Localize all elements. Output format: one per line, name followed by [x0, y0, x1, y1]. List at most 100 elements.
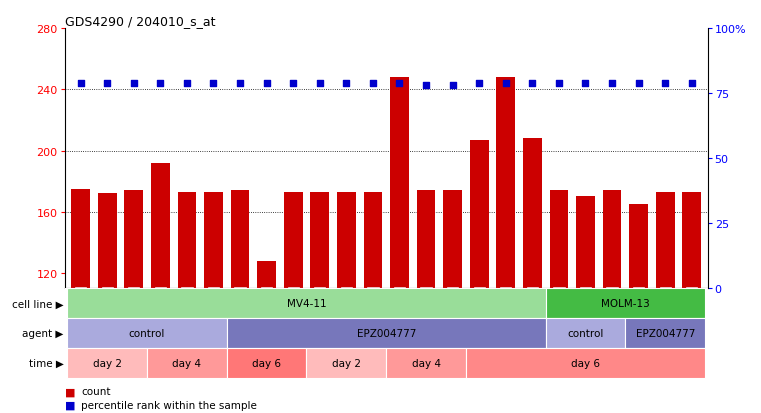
Text: MV4-11: MV4-11 [287, 299, 326, 309]
Text: GSM739150: GSM739150 [368, 289, 377, 335]
Text: GSM739154: GSM739154 [395, 289, 404, 335]
Bar [310, 192, 329, 413]
Point [500, 80, 512, 87]
Bar [125, 191, 143, 413]
Point [632, 80, 645, 87]
Point [552, 80, 565, 87]
Text: control: control [129, 328, 165, 338]
Bar [151, 164, 170, 413]
Bar [629, 205, 648, 413]
Point [393, 80, 406, 87]
Point [527, 80, 539, 87]
Text: GSM739152: GSM739152 [103, 289, 112, 335]
Text: GSM739160: GSM739160 [475, 289, 484, 335]
Text: GSM739155: GSM739155 [422, 289, 431, 335]
Text: GSM739159: GSM739159 [209, 289, 218, 335]
Text: time ▶: time ▶ [28, 358, 63, 368]
Bar [67, 289, 546, 318]
Bar [257, 261, 276, 413]
Text: GSM739162: GSM739162 [528, 289, 537, 335]
Bar [626, 318, 705, 348]
Text: GDS4290 / 204010_s_at: GDS4290 / 204010_s_at [65, 15, 215, 28]
Bar [307, 348, 386, 378]
Bar [417, 191, 435, 413]
Point [260, 80, 272, 87]
Text: ■: ■ [65, 400, 75, 410]
Point [154, 80, 167, 87]
Point [659, 80, 671, 87]
Bar [683, 192, 701, 413]
Text: GSM739164: GSM739164 [262, 289, 271, 335]
Bar [231, 191, 250, 413]
Bar [470, 140, 489, 413]
Point [367, 80, 379, 87]
Text: control: control [567, 328, 603, 338]
Point [314, 80, 326, 87]
Bar [337, 192, 355, 413]
Text: day 4: day 4 [173, 358, 202, 368]
Text: percentile rank within the sample: percentile rank within the sample [81, 400, 257, 410]
Text: EPZ004777: EPZ004777 [356, 328, 416, 338]
Point [234, 80, 246, 87]
Point [579, 80, 591, 87]
Bar [496, 78, 515, 413]
Text: day 6: day 6 [252, 358, 281, 368]
Bar [386, 348, 466, 378]
Point [128, 80, 140, 87]
Bar [67, 318, 227, 348]
Text: GSM739163: GSM739163 [236, 289, 244, 335]
Bar [466, 348, 705, 378]
Text: GSM739158: GSM739158 [183, 289, 192, 335]
Text: count: count [81, 387, 111, 396]
Point [420, 83, 432, 89]
Bar [549, 191, 568, 413]
Text: day 4: day 4 [412, 358, 441, 368]
Text: GSM739151: GSM739151 [76, 289, 85, 335]
Bar [444, 191, 462, 413]
Bar [98, 194, 116, 413]
Bar [227, 318, 546, 348]
Bar [656, 192, 674, 413]
Point [208, 80, 220, 87]
Bar [546, 289, 705, 318]
Text: day 6: day 6 [571, 358, 600, 368]
Text: GSM739165: GSM739165 [288, 289, 298, 335]
Point [101, 80, 113, 87]
Point [447, 83, 459, 89]
Text: GSM739168: GSM739168 [687, 289, 696, 335]
Bar [576, 197, 595, 413]
Text: MOLM-13: MOLM-13 [601, 299, 650, 309]
Text: GSM739161: GSM739161 [501, 289, 511, 335]
Text: cell line ▶: cell line ▶ [11, 299, 63, 309]
Text: GSM739149: GSM739149 [342, 289, 351, 335]
Text: GSM739170: GSM739170 [581, 289, 590, 335]
Text: agent ▶: agent ▶ [22, 328, 63, 338]
Text: EPZ004777: EPZ004777 [635, 328, 695, 338]
Text: ■: ■ [65, 387, 75, 396]
Text: GSM739167: GSM739167 [661, 289, 670, 335]
Bar [284, 192, 303, 413]
Text: GSM739153: GSM739153 [129, 289, 139, 335]
Bar [546, 318, 626, 348]
Bar [72, 189, 90, 413]
Bar [523, 139, 542, 413]
Point [686, 80, 698, 87]
Point [181, 80, 193, 87]
Bar [227, 348, 307, 378]
Text: GSM739166: GSM739166 [634, 289, 643, 335]
Bar [390, 78, 409, 413]
Text: GSM739169: GSM739169 [555, 289, 563, 335]
Bar [67, 348, 147, 378]
Text: GSM739157: GSM739157 [156, 289, 165, 335]
Point [75, 80, 87, 87]
Point [340, 80, 352, 87]
Point [606, 80, 618, 87]
Bar [204, 192, 223, 413]
Bar [364, 192, 382, 413]
Bar [147, 348, 227, 378]
Text: day 2: day 2 [332, 358, 361, 368]
Bar [603, 191, 622, 413]
Point [287, 80, 299, 87]
Bar [177, 192, 196, 413]
Text: GSM739171: GSM739171 [607, 289, 616, 335]
